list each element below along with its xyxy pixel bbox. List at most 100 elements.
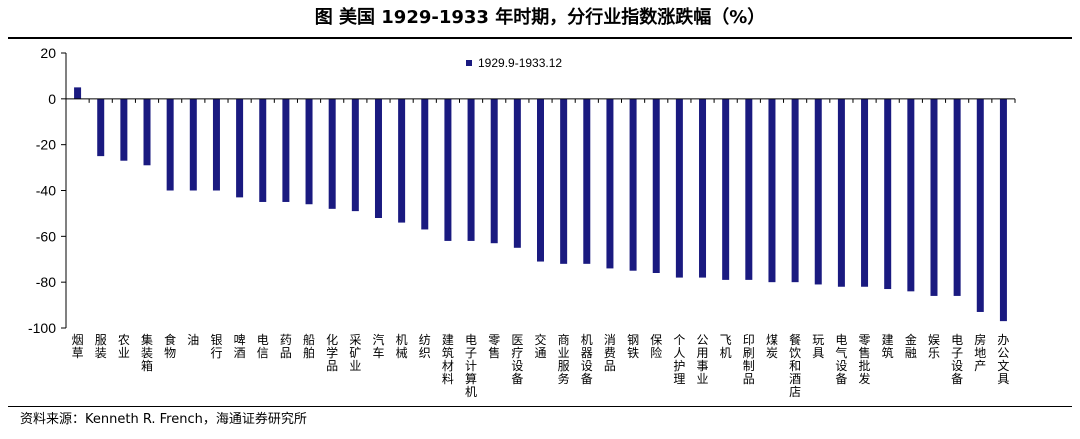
bar xyxy=(236,98,244,198)
category-label: 钢铁 xyxy=(627,333,639,360)
category-label: 纺织 xyxy=(419,333,431,360)
category-label: 公用事业 xyxy=(697,333,709,386)
bar xyxy=(814,98,822,285)
category-label: 服装 xyxy=(95,333,107,360)
category-label: 烟草 xyxy=(72,333,84,360)
legend-label: 1929.9-1933.12 xyxy=(478,56,562,70)
category-label: 玩具 xyxy=(812,333,824,360)
category-label: 零售 xyxy=(488,333,500,360)
category-label: 消费品 xyxy=(604,333,616,373)
category-label: 建筑材料 xyxy=(442,333,454,386)
bar xyxy=(398,98,406,223)
category-label: 保险 xyxy=(650,333,662,360)
y-tick-label: -40 xyxy=(36,183,56,199)
bar xyxy=(74,87,82,99)
category-label: 食物 xyxy=(164,332,176,360)
bar xyxy=(490,98,498,244)
y-tick-label: -100 xyxy=(28,320,56,336)
bar xyxy=(189,98,197,191)
category-label: 农业 xyxy=(118,333,130,360)
bar xyxy=(768,98,776,283)
category-label: 药品 xyxy=(280,333,292,360)
bar xyxy=(259,98,267,202)
y-tick-label: -20 xyxy=(36,137,56,153)
category-label: 医疗设备 xyxy=(511,333,523,386)
category-label: 汽车 xyxy=(372,332,384,360)
category-label: 印刷制品 xyxy=(743,333,755,386)
bar xyxy=(861,98,869,287)
category-label: 银行 xyxy=(210,333,222,360)
bar xyxy=(583,98,591,264)
bar xyxy=(652,98,660,273)
bar xyxy=(791,98,799,283)
category-label: 化学品 xyxy=(326,333,338,373)
bar xyxy=(537,98,544,262)
category-label: 房地产 xyxy=(974,332,986,373)
bar xyxy=(282,98,290,202)
legend: 1929.9-1933.12 xyxy=(466,56,562,70)
bar xyxy=(328,98,336,209)
category-label: 餐饮和酒店 xyxy=(789,332,801,399)
category-label: 机器设备 xyxy=(581,333,593,386)
category-label: 船舶 xyxy=(303,333,315,360)
bar xyxy=(930,98,938,296)
category-label: 电信 xyxy=(257,333,269,360)
y-tick-label: -60 xyxy=(36,228,56,244)
bar xyxy=(305,98,313,205)
category-label: 办公文具 xyxy=(997,332,1009,386)
bar xyxy=(166,98,174,191)
bar xyxy=(421,98,429,230)
x-axis xyxy=(65,98,1016,103)
bar xyxy=(97,98,105,157)
bar xyxy=(907,98,915,292)
category-label: 娱乐 xyxy=(928,333,940,360)
bar xyxy=(675,98,683,278)
category-label: 煤炭 xyxy=(766,333,778,360)
bar xyxy=(560,98,568,264)
category-label: 电气设备 xyxy=(835,333,847,386)
y-tick-label: 20 xyxy=(40,45,56,61)
bar xyxy=(351,98,359,212)
category-label: 建筑 xyxy=(882,333,894,360)
category-label: 金融 xyxy=(905,332,917,360)
category-label: 啤酒 xyxy=(234,332,246,360)
bar xyxy=(513,98,521,248)
title-divider xyxy=(8,37,1072,39)
category-label: 集装箱 xyxy=(141,332,153,373)
chart-title: 图 美国 1929-1933 年时期，分行业指数涨跌幅（%） xyxy=(314,7,766,28)
bar xyxy=(699,98,707,278)
bar xyxy=(999,98,1007,322)
bar xyxy=(953,98,961,296)
category-label: 电子设备 xyxy=(951,333,963,386)
legend-swatch xyxy=(466,60,472,66)
bar xyxy=(212,98,220,191)
bars xyxy=(74,87,1007,322)
bar xyxy=(120,98,128,161)
bar xyxy=(374,98,382,218)
y-tick-label: -80 xyxy=(36,274,56,290)
bar xyxy=(837,98,845,287)
category-label: 油 xyxy=(187,333,199,347)
category-label: 个人护理 xyxy=(673,333,685,386)
footer-divider xyxy=(8,406,1072,407)
bar xyxy=(444,98,452,241)
category-label: 机械 xyxy=(396,333,408,360)
category-label: 商业服务 xyxy=(558,332,570,386)
category-label: 采矿业 xyxy=(349,333,361,373)
bar xyxy=(976,98,984,312)
bar xyxy=(722,98,730,280)
category-label: 交通 xyxy=(534,332,546,360)
source-note: 资料来源：Kenneth R. French，海通证券研究所 xyxy=(20,412,307,427)
bar xyxy=(467,98,475,241)
category-label: 电子计算机 xyxy=(465,333,477,399)
bar xyxy=(629,98,637,271)
bar xyxy=(606,98,614,269)
bar xyxy=(143,98,151,166)
category-label: 零售批发 xyxy=(859,333,871,386)
bar xyxy=(884,98,892,290)
bar xyxy=(745,98,753,280)
y-axis: 20 0 -20 -40 -60 -80 -100 xyxy=(28,45,67,336)
y-tick-label: 0 xyxy=(48,91,56,107)
